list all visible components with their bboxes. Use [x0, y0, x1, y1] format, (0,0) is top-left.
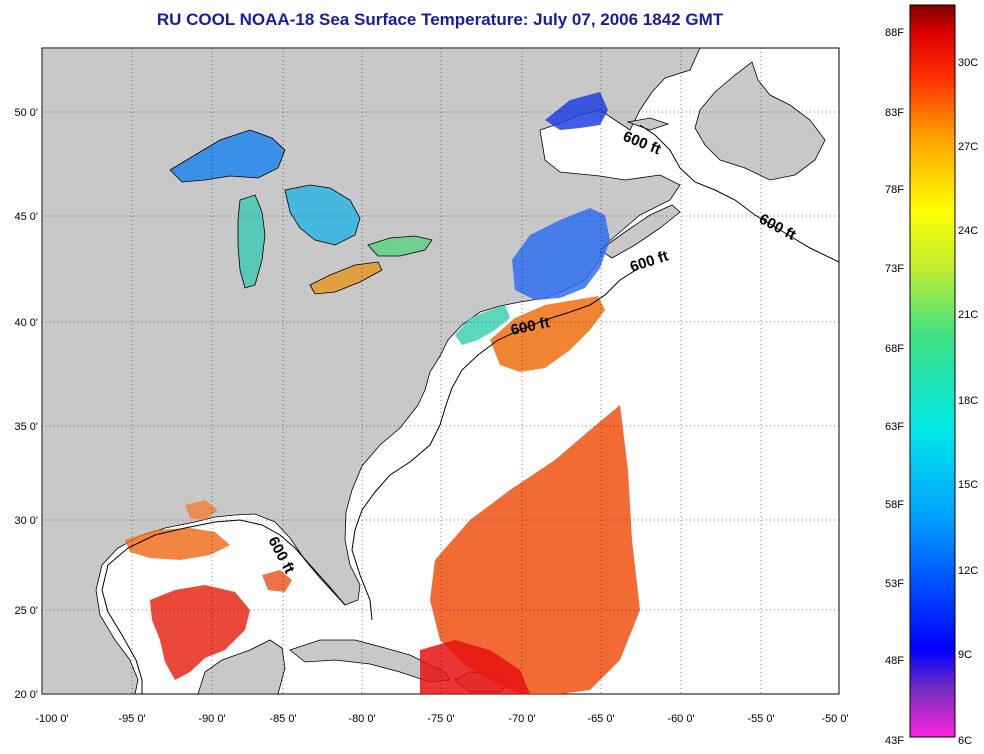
colorbar-c-label: 6C — [958, 735, 972, 747]
colorbar-f-label: 73F — [885, 263, 904, 275]
sst-mid-atlantic-cool — [455, 305, 510, 345]
sst-gulf-patch-east — [262, 570, 292, 592]
y-tick-label: 35 0' — [14, 421, 38, 433]
colorbar-c-label: 18C — [958, 395, 978, 407]
sst-gulf-of-st-lawrence — [545, 92, 608, 130]
colorbar-f-label: 43F — [885, 735, 904, 747]
x-tick-label: -75 0' — [427, 713, 454, 725]
x-tick-label: -55 0' — [747, 713, 774, 725]
x-tick-label: -70 0' — [508, 713, 535, 725]
land-newfoundland — [694, 61, 826, 181]
x-tick-label: -50 0' — [821, 713, 848, 725]
x-tick-label: -60 0' — [667, 713, 694, 725]
lake-superior — [169, 129, 286, 183]
sst-gulf-of-mexico-south — [150, 585, 250, 680]
sst-sargasso — [430, 405, 640, 694]
x-tick-label: -85 0' — [269, 713, 296, 725]
contour-600ft — [101, 124, 839, 694]
colorbar: 88F 83F 78F 73F 68F 63F 58F 53F 48F 43F … — [885, 4, 978, 747]
sst-gulf-of-maine — [512, 208, 610, 300]
colorbar-c-label: 30C — [958, 57, 978, 69]
lake-huron — [284, 184, 361, 246]
x-tick-label: -95 0' — [118, 713, 145, 725]
colorbar-c-label: 9C — [958, 649, 972, 661]
y-tick-label: 20 0' — [14, 689, 38, 701]
y-tick-label: 25 0' — [14, 605, 38, 617]
colorbar-c-label: 21C — [958, 309, 978, 321]
colorbar-f-label: 78F — [885, 184, 904, 196]
x-tick-label: -90 0' — [198, 713, 225, 725]
colorbar-fahrenheit-labels: 88F 83F 78F 73F 68F 63F 58F 53F 48F 43F — [885, 27, 904, 747]
x-tick-label: -80 0' — [348, 713, 375, 725]
y-tick-label: 50 0' — [14, 107, 38, 119]
colorbar-c-label: 24C — [958, 225, 978, 237]
colorbar-celsius-labels: 30C 27C 24C 21C 18C 15C 12C 9C 6C — [958, 57, 978, 747]
colorbar-f-label: 88F — [885, 27, 904, 39]
colorbar-f-label: 48F — [885, 655, 904, 667]
sst-caribbean-hot — [420, 640, 530, 694]
x-tick-label: -65 0' — [587, 713, 614, 725]
colorbar-f-label: 53F — [885, 578, 904, 590]
sst-florida-patch — [185, 500, 218, 520]
y-tick-label: 45 0' — [14, 211, 38, 223]
y-tick-label: 40 0' — [14, 317, 38, 329]
x-tick-label: -100 0' — [35, 713, 68, 725]
map-gridlines — [42, 48, 839, 694]
x-tick-labels: -100 0' -95 0' -90 0' -85 0' -80 0' -75 … — [35, 713, 848, 725]
colorbar-c-label: 27C — [958, 141, 978, 153]
sst-gulf-of-mexico-north — [125, 528, 230, 560]
colorbar-f-label: 58F — [885, 499, 904, 511]
y-tick-label: 30 0' — [14, 515, 38, 527]
colorbar-c-label: 15C — [958, 479, 978, 491]
land-nova-scotia — [599, 204, 681, 259]
land-yucatan — [197, 639, 286, 694]
map-title: RU COOL NOAA-18 Sea Surface Temperature:… — [156, 10, 724, 29]
y-tick-labels: 50 0' 45 0' 40 0' 35 0' 30 0' 25 0' 20 0… — [14, 107, 38, 701]
colorbar-gradient — [909, 4, 956, 738]
colorbar-f-label: 68F — [885, 343, 904, 355]
lake-erie — [309, 261, 383, 295]
lake-ontario — [367, 235, 433, 257]
sst-shelf-warm — [490, 296, 605, 372]
colorbar-f-label: 83F — [885, 107, 904, 119]
lake-michigan — [237, 194, 266, 289]
map-panel: 600 ft 600 ft 600 ft 600 ft 600 ft — [41, 47, 840, 695]
colorbar-c-label: 12C — [958, 565, 978, 577]
colorbar-f-label: 63F — [885, 421, 904, 433]
